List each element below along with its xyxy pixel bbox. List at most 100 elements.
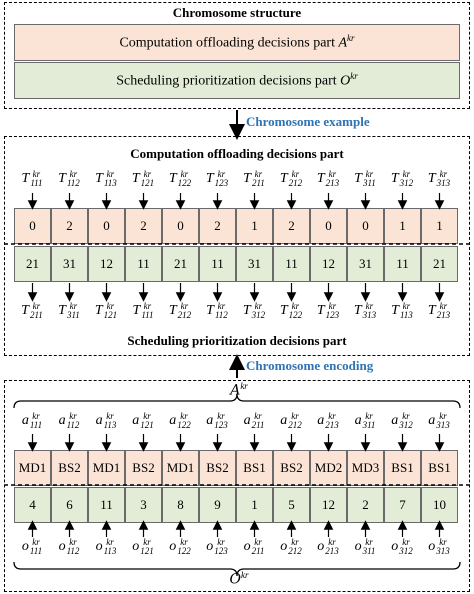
example-scheduling-cell-6: 31 <box>236 246 273 282</box>
encoding-top-symbol-superscript: kr <box>180 411 188 421</box>
encoding-bottom-symbol-subscript: 311 <box>362 546 376 556</box>
example-bottom-symbol-base: T <box>21 303 29 319</box>
encoding-bottom-symbol-base: o <box>354 539 362 555</box>
encoding-scheduling-cell-4: 8 <box>162 487 199 523</box>
encoding-top-symbol-subscript: 211 <box>251 420 265 430</box>
scheduling-part-row: Scheduling prioritization decisions part… <box>14 62 460 99</box>
example-top-symbol-superscript: kr <box>180 169 189 179</box>
encoding-top-symbol-subscript: 311 <box>362 420 376 430</box>
encoding-bottom-symbol-base: o <box>280 539 288 555</box>
encoding-top-symbol-base: a <box>428 413 436 429</box>
example-top-symbol-subscript: 122 <box>177 178 192 188</box>
encoding-bottom-symbol-base: o <box>206 539 214 555</box>
example-bottom-symbol-superscript: kr <box>69 301 78 311</box>
encoding-top-symbol-base: a <box>243 413 251 429</box>
encoding-bottom-symbol-subscript: 312 <box>399 546 413 556</box>
encoding-bottom-symbol-8: o kr 213 <box>310 538 346 556</box>
encoding-offloading-cell-7: BS2 <box>273 450 310 486</box>
encoding-top-brace-letter: A <box>230 382 241 399</box>
example-top-symbol-subscript: 313 <box>436 178 451 188</box>
encoding-bottom-symbol-superscript: kr <box>143 537 151 547</box>
encoding-top-symbol-base: a <box>317 413 325 429</box>
encoding-top-symbol-subscript: 111 <box>29 420 43 430</box>
example-bottom-symbol-subscript: 113 <box>399 310 413 320</box>
offloading-part-symbol: A <box>338 35 348 51</box>
example-top-symbol-subscript: 121 <box>140 178 155 188</box>
example-bottom-symbol-base: T <box>168 303 177 319</box>
encoding-top-symbol-base: a <box>95 413 103 429</box>
encoding-top-symbol-superscript: kr <box>143 411 151 421</box>
example-top-symbol-superscript: kr <box>69 169 78 179</box>
encoding-offloading-cell-9: MD3 <box>347 450 384 486</box>
example-scheduling-cell-10: 11 <box>384 246 421 282</box>
encoding-bottom-symbol-base: o <box>317 539 325 555</box>
encoding-bottom-symbol-base: o <box>21 539 29 555</box>
encoding-top-symbol-superscript: kr <box>106 411 114 421</box>
example-top-symbol-subscript: 123 <box>214 178 229 188</box>
example-scheduling-cell-5: 11 <box>199 246 236 282</box>
encoding-bottom-symbol-base: o <box>95 539 103 555</box>
encoding-offloading-cell-6: BS1 <box>236 450 273 486</box>
example-top-symbol-base: T <box>21 171 30 187</box>
encoding-top-symbol-3: a kr 121 <box>125 412 161 430</box>
example-scheduling-cell-3: 11 <box>125 246 162 282</box>
encoding-top-symbol-superscript: kr <box>291 411 299 421</box>
encoding-top-symbol-subscript: 313 <box>436 420 450 430</box>
example-bottom-symbol-superscript: kr <box>365 301 374 311</box>
example-bottom-symbol-subscript: 212 <box>177 310 192 320</box>
example-top-symbol-base: T <box>131 171 140 187</box>
offloading-part-row: Computation offloading decisions part Ak… <box>14 24 460 61</box>
encoding-scheduling-cell-7: 5 <box>273 487 310 523</box>
encoding-bottom-symbol-subscript: 212 <box>288 546 302 556</box>
encoding-bottom-symbol-10: o kr 312 <box>384 538 420 556</box>
example-top-symbol-superscript: kr <box>217 169 226 179</box>
encoding-bottom-symbol-superscript: kr <box>254 537 262 547</box>
encoding-bottom-symbol-base: o <box>428 539 436 555</box>
encoding-bottom-symbol-3: o kr 121 <box>125 538 161 556</box>
example-bottom-symbol-subscript: 123 <box>325 310 340 320</box>
example-bottom-symbol-base: T <box>353 303 362 319</box>
encoding-bottom-symbol-superscript: kr <box>180 537 188 547</box>
encoding-offloading-cell-3: BS2 <box>125 450 162 486</box>
encoding-scheduling-cell-0: 4 <box>14 487 51 523</box>
encoding-bottom-symbol-superscript: kr <box>328 537 336 547</box>
example-bottom-symbol-superscript: kr <box>402 301 411 311</box>
example-bottom-symbol-superscript: kr <box>143 301 152 311</box>
example-scheduling-cell-11: 21 <box>421 246 458 282</box>
example-bottom-symbol-base: T <box>94 303 103 319</box>
example-top-symbol-subscript: 111 <box>30 178 43 188</box>
encoding-bottom-symbol-superscript: kr <box>32 537 40 547</box>
encoding-top-symbol-subscript: 213 <box>325 420 339 430</box>
example-scheduling-cell-1: 31 <box>51 246 88 282</box>
encoding-top-brace-symbol: Akr <box>219 381 259 400</box>
encoding-top-symbol-7: a kr 212 <box>273 412 309 430</box>
example-top-symbol-superscript: kr <box>143 169 152 179</box>
example-bottom-symbol-superscript: kr <box>291 301 300 311</box>
encoding-bottom-symbol-subscript: 113 <box>103 546 117 556</box>
example-offloading-cell-3: 2 <box>125 208 162 244</box>
example-bottom-symbol-superscript: kr <box>254 301 263 311</box>
encoding-bottom-symbol-subscript: 313 <box>436 546 450 556</box>
encoding-bottom-brace-symbol: Okr <box>219 570 259 589</box>
example-bottom-symbol-superscript: kr <box>217 301 226 311</box>
example-bottom-symbol-superscript: kr <box>106 301 115 311</box>
example-top-symbol-superscript: kr <box>365 169 374 179</box>
encoding-top-symbol-base: a <box>132 413 140 429</box>
chromosome-example-label: Chromosome example <box>246 114 370 129</box>
example-top-symbol-superscript: kr <box>328 169 337 179</box>
example-scheduling-cell-0: 21 <box>14 246 51 282</box>
example-top-symbol-base: T <box>95 171 103 187</box>
encoding-bottom-symbol-subscript: 123 <box>214 546 228 556</box>
